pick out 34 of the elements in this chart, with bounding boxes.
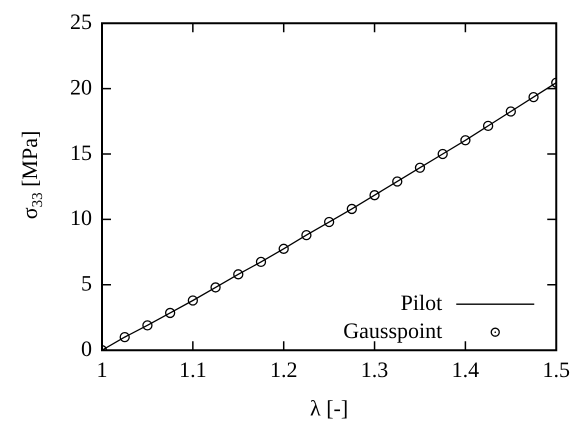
point [369,190,380,200]
point [392,176,402,187]
point [120,332,130,342]
x-tick-label: 1.3 [360,357,388,382]
point [324,216,334,228]
point [164,308,176,318]
point [414,162,426,173]
point [460,135,471,146]
y-tick-label: 5 [81,270,92,296]
point [188,295,198,306]
y-tick-label: 20 [70,74,92,100]
point [142,320,153,330]
point [210,282,221,293]
x-tick-label: 1 [96,357,108,382]
point [346,204,357,214]
legend-label: Pilot [400,290,442,315]
point [278,244,289,254]
x-tick-label: 1.4 [452,357,480,382]
x-axis-title: λ [-] [310,396,348,421]
x-tick-label: 1.1 [179,357,207,382]
point [301,230,312,240]
legend-label: Gausspoint [343,318,442,343]
y-tick-label: 0 [81,336,92,361]
point [256,256,266,268]
y-tick-label: 10 [70,205,92,230]
point [482,120,494,132]
point [506,106,516,117]
y-tick-label: 15 [70,140,92,165]
point [233,269,244,280]
y-tick-label: 25 [70,8,92,34]
point [438,148,448,160]
x-tick-label: 1.5 [542,357,570,382]
point [528,92,539,102]
x-tick-label: 1.2 [270,357,298,382]
